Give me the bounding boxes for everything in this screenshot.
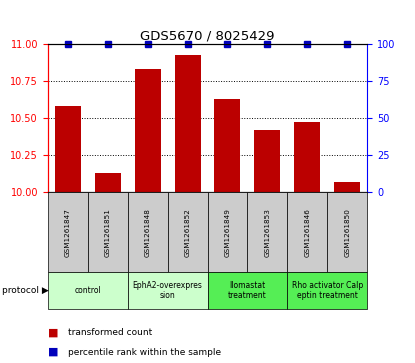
Text: GSM1261850: GSM1261850 bbox=[344, 208, 350, 257]
Bar bbox=[254, 130, 281, 192]
Bar bbox=[168, 192, 208, 272]
Text: percentile rank within the sample: percentile rank within the sample bbox=[68, 348, 222, 356]
Text: ■: ■ bbox=[48, 327, 58, 337]
Bar bbox=[128, 272, 208, 309]
Bar bbox=[88, 192, 128, 272]
Text: GSM1261853: GSM1261853 bbox=[264, 208, 271, 257]
Bar bbox=[55, 106, 81, 192]
Bar bbox=[287, 272, 367, 309]
Bar bbox=[287, 192, 327, 272]
Bar bbox=[48, 272, 128, 309]
Text: Ilomastat
treatment: Ilomastat treatment bbox=[228, 281, 267, 300]
Bar bbox=[208, 192, 247, 272]
Bar bbox=[327, 192, 367, 272]
Bar bbox=[175, 56, 200, 192]
Bar bbox=[208, 272, 287, 309]
Bar bbox=[95, 173, 121, 192]
Text: GSM1261848: GSM1261848 bbox=[144, 208, 151, 257]
Text: GSM1261846: GSM1261846 bbox=[304, 208, 310, 257]
Bar bbox=[128, 192, 168, 272]
Title: GDS5670 / 8025429: GDS5670 / 8025429 bbox=[140, 29, 275, 42]
Bar bbox=[247, 192, 287, 272]
Bar bbox=[134, 69, 161, 192]
Bar bbox=[48, 192, 88, 272]
Text: GSM1261849: GSM1261849 bbox=[225, 208, 230, 257]
Bar bbox=[294, 122, 320, 192]
Text: control: control bbox=[74, 286, 101, 295]
Text: ■: ■ bbox=[48, 347, 58, 357]
Text: EphA2-overexpres
sion: EphA2-overexpres sion bbox=[133, 281, 203, 300]
Text: Rho activator Calp
eptin treatment: Rho activator Calp eptin treatment bbox=[292, 281, 363, 300]
Text: transformed count: transformed count bbox=[68, 328, 153, 337]
Text: GSM1261851: GSM1261851 bbox=[105, 208, 111, 257]
Bar bbox=[334, 182, 360, 192]
Bar bbox=[215, 99, 240, 192]
Text: GSM1261852: GSM1261852 bbox=[185, 208, 190, 257]
Text: protocol ▶: protocol ▶ bbox=[2, 286, 49, 295]
Text: GSM1261847: GSM1261847 bbox=[65, 208, 71, 257]
